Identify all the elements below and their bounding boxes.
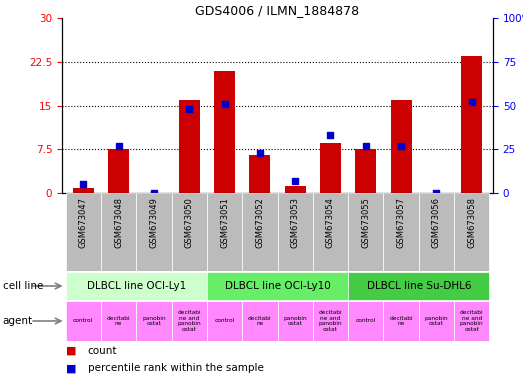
- Text: decitabi
ne: decitabi ne: [107, 316, 130, 326]
- Bar: [454, 301, 490, 341]
- Bar: [391, 100, 412, 193]
- Text: GSM673055: GSM673055: [361, 197, 370, 248]
- Bar: [348, 301, 383, 341]
- Point: [468, 99, 476, 105]
- Text: GSM673052: GSM673052: [255, 197, 264, 248]
- Text: GSM673050: GSM673050: [185, 197, 194, 248]
- Bar: [383, 301, 419, 341]
- Bar: [461, 56, 482, 193]
- Bar: [65, 301, 101, 341]
- Text: control: control: [73, 318, 93, 323]
- Text: GSM673053: GSM673053: [291, 197, 300, 248]
- Text: decitabi
ne: decitabi ne: [248, 316, 271, 326]
- Text: GSM673049: GSM673049: [150, 197, 158, 248]
- Text: percentile rank within the sample: percentile rank within the sample: [88, 363, 264, 373]
- Bar: [178, 100, 200, 193]
- Bar: [101, 301, 136, 341]
- Bar: [242, 193, 278, 271]
- Bar: [285, 186, 306, 193]
- Bar: [383, 193, 419, 271]
- Text: DLBCL line Su-DHL6: DLBCL line Su-DHL6: [367, 281, 471, 291]
- Text: ■: ■: [66, 363, 77, 373]
- Text: GSM673047: GSM673047: [78, 197, 88, 248]
- Text: DLBCL line OCI-Ly1: DLBCL line OCI-Ly1: [87, 281, 186, 291]
- Bar: [419, 301, 454, 341]
- Bar: [214, 71, 235, 193]
- Bar: [278, 193, 313, 271]
- Bar: [454, 193, 490, 271]
- Text: decitabi
ne and
panobin
ostat: decitabi ne and panobin ostat: [177, 310, 201, 332]
- Bar: [320, 143, 341, 193]
- Text: panobin
ostat: panobin ostat: [283, 316, 307, 326]
- Point: [291, 178, 299, 184]
- Text: GSM673058: GSM673058: [468, 197, 476, 248]
- Bar: [348, 271, 490, 300]
- Point: [220, 101, 229, 107]
- Text: agent: agent: [3, 316, 33, 326]
- Bar: [355, 149, 377, 193]
- Title: GDS4006 / ILMN_1884878: GDS4006 / ILMN_1884878: [196, 4, 360, 17]
- Bar: [136, 193, 172, 271]
- Text: GSM673054: GSM673054: [326, 197, 335, 248]
- Bar: [101, 193, 136, 271]
- Point: [361, 143, 370, 149]
- Text: GSM673048: GSM673048: [114, 197, 123, 248]
- Text: decitabi
ne and
panobin
ostat: decitabi ne and panobin ostat: [319, 310, 343, 332]
- Bar: [108, 149, 129, 193]
- Bar: [278, 301, 313, 341]
- Point: [397, 143, 405, 149]
- Bar: [348, 193, 383, 271]
- Text: GSM673056: GSM673056: [432, 197, 441, 248]
- Text: GSM673051: GSM673051: [220, 197, 229, 248]
- Bar: [136, 301, 172, 341]
- Text: decitabi
ne: decitabi ne: [389, 316, 413, 326]
- Bar: [207, 271, 348, 300]
- Bar: [172, 301, 207, 341]
- Text: decitabi
ne and
panobin
ostat: decitabi ne and panobin ostat: [460, 310, 484, 332]
- Bar: [313, 301, 348, 341]
- Bar: [207, 301, 242, 341]
- Text: DLBCL line OCI-Ly10: DLBCL line OCI-Ly10: [224, 281, 331, 291]
- Text: cell line: cell line: [3, 281, 43, 291]
- Point: [115, 143, 123, 149]
- Bar: [207, 193, 242, 271]
- Bar: [65, 193, 101, 271]
- Text: panobin
ostat: panobin ostat: [142, 316, 166, 326]
- Text: ■: ■: [66, 346, 77, 356]
- Bar: [419, 193, 454, 271]
- Text: count: count: [88, 346, 117, 356]
- Text: control: control: [356, 318, 376, 323]
- Point: [256, 150, 264, 156]
- Point: [150, 190, 158, 196]
- Bar: [249, 155, 270, 193]
- Point: [185, 106, 194, 112]
- Bar: [73, 188, 94, 193]
- Point: [326, 132, 335, 138]
- Point: [433, 190, 441, 196]
- Text: control: control: [214, 318, 235, 323]
- Text: GSM673057: GSM673057: [396, 197, 406, 248]
- Bar: [313, 193, 348, 271]
- Bar: [65, 271, 207, 300]
- Text: panobin
ostat: panobin ostat: [425, 316, 448, 326]
- Bar: [242, 301, 278, 341]
- Point: [79, 181, 87, 187]
- Bar: [172, 193, 207, 271]
